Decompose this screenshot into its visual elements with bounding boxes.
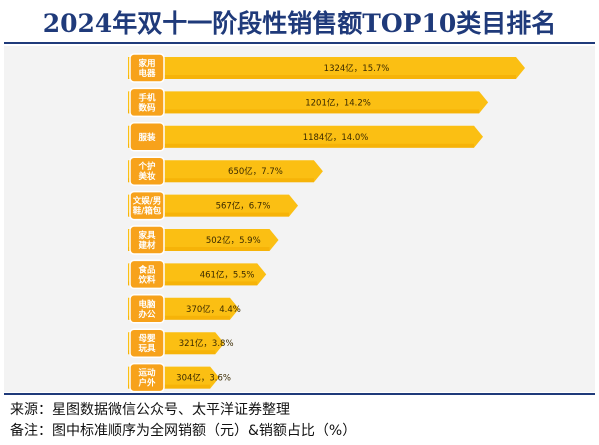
category-badge [129, 87, 165, 118]
bar-row: 文娱/男鞋/箱包 567亿，6.7% [128, 190, 299, 221]
category-badge [129, 259, 165, 290]
category-badge [129, 328, 165, 358]
category-label: 美妆 [138, 171, 156, 182]
category-badge [129, 122, 165, 152]
bar-shade [128, 384, 211, 389]
category-label: 母婴 [138, 333, 156, 344]
bar-shade [128, 178, 314, 183]
value-label: 370亿，4.4% [186, 304, 241, 315]
bar [128, 229, 279, 251]
title-divider [4, 42, 595, 44]
bar-shade [128, 143, 475, 148]
category-label: 鞋/箱包 [133, 206, 162, 217]
category-badge [129, 225, 165, 255]
value-label: 1324亿，15.7% [324, 63, 390, 74]
category-label: 运动 [138, 368, 156, 379]
footer-divider [4, 393, 595, 395]
value-label: 1184亿，14.0% [303, 132, 369, 143]
category-label: 电器 [138, 68, 156, 79]
bar-shade [128, 315, 230, 320]
chart-title: 2024年双十一阶段性销售额TOP10类目排名 [42, 9, 557, 38]
category-label: 文娱/男 [133, 196, 162, 207]
bar-shade [128, 212, 290, 217]
bar [128, 91, 489, 114]
value-label: 567亿，6.7% [216, 201, 271, 212]
source-note: 来源：星图数据微信公众号、太平洋证券整理 [10, 402, 290, 418]
value-label: 650亿，7.7% [228, 166, 283, 177]
category-label: 玩具 [138, 344, 156, 354]
category-badge [129, 362, 165, 392]
category-label: 办公 [138, 309, 156, 320]
category-badge [129, 190, 165, 221]
bar [128, 160, 323, 183]
value-label: 502亿，5.9% [206, 235, 261, 246]
value-label: 1201亿，14.2% [305, 97, 371, 108]
category-badge [129, 53, 165, 83]
category-label: 建材 [137, 240, 156, 251]
bar [128, 194, 299, 217]
value-label: 321亿，3.8% [179, 338, 234, 349]
category-label: 电脑 [138, 299, 156, 310]
category-label: 手机 [138, 92, 156, 103]
value-label: 304亿，3.6% [176, 373, 231, 384]
value-label: 461亿，5.5% [200, 269, 255, 280]
bar [128, 57, 525, 79]
category-label: 食品 [138, 264, 156, 275]
category-badge [129, 156, 165, 186]
chart-panel: 家用 电器 1324亿，15.7% 手机 数码 1201亿，14.2% 服装 1184亿，14… [4, 46, 595, 392]
category-label: 家具 [138, 230, 156, 241]
bar-shade [128, 247, 270, 251]
category-label: 家用 [138, 58, 155, 69]
category-label: 饮料 [137, 274, 156, 285]
bar-shade [128, 350, 216, 355]
bar [128, 125, 484, 148]
remark-note: 备注：图中标准顺序为全网销额（元）&销额占比（%） [10, 423, 357, 439]
bar-shade [128, 281, 258, 286]
bar-shade [128, 75, 516, 79]
category-label: 服装 [138, 132, 156, 143]
category-label: 户外 [137, 378, 156, 389]
bar-shade [128, 109, 480, 114]
category-label: 数码 [138, 102, 156, 113]
category-badge [129, 294, 165, 324]
category-label: 个护 [137, 161, 156, 172]
bar-row: 服装 1184亿，14.0% [128, 122, 484, 152]
